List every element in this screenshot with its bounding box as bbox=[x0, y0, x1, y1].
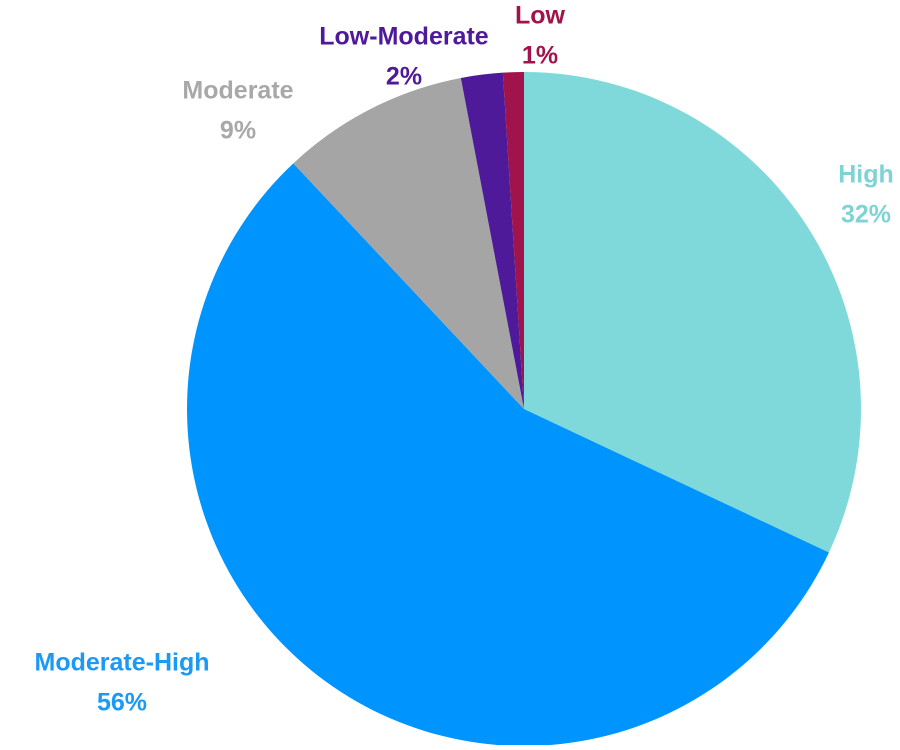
pie-slices bbox=[187, 72, 861, 746]
slice-value-label-low: 1% bbox=[522, 42, 558, 70]
pie-slice-high bbox=[524, 72, 861, 553]
slice-value-label-moderate-high: 56% bbox=[97, 689, 147, 717]
pie-slice-low-moderate bbox=[460, 72, 524, 410]
pie-slice-moderate bbox=[293, 77, 524, 409]
pie-slice-moderate-high bbox=[187, 163, 829, 746]
slice-value-label-high: 32% bbox=[841, 201, 891, 229]
slice-label-low-moderate: Low-Moderate bbox=[319, 23, 489, 51]
slice-label-low: Low bbox=[515, 2, 566, 30]
slice-label-moderate-high: Moderate-High bbox=[35, 649, 210, 677]
pie-slice-low bbox=[502, 72, 524, 409]
slice-label-high: High bbox=[838, 161, 894, 189]
pie-labels: High 32% Moderate-High 56% Moderate 9% Low-Mod… bbox=[35, 2, 894, 717]
slice-value-label-moderate: 9% bbox=[220, 117, 256, 145]
slice-value-label-low-moderate: 2% bbox=[386, 63, 422, 91]
slice-label-moderate: Moderate bbox=[182, 77, 293, 105]
